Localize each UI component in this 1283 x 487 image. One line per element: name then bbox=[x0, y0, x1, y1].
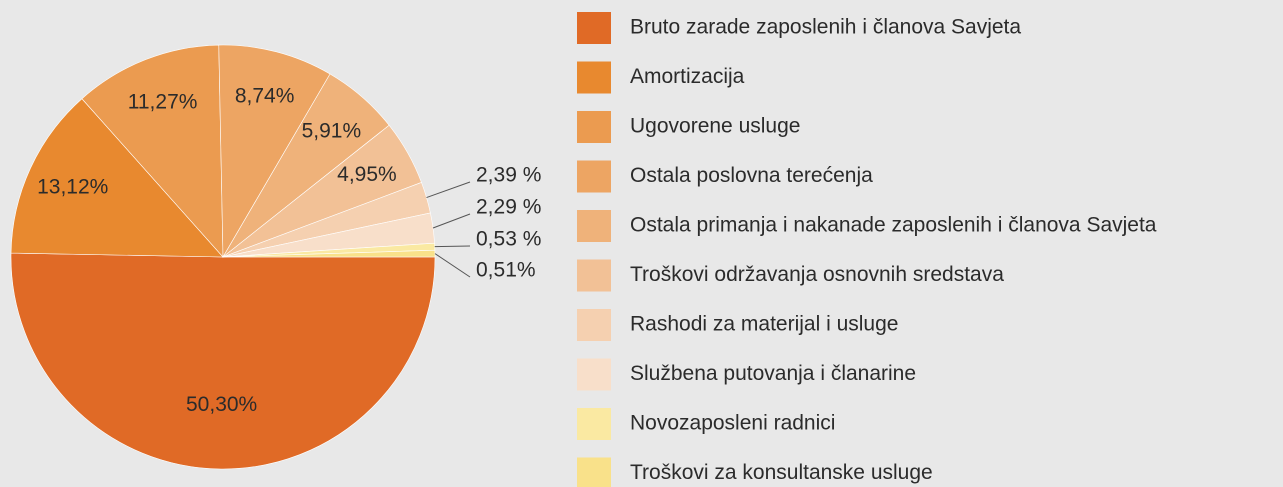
pie-slice bbox=[10, 252, 436, 470]
legend-label: Ostala primanja i nakanade zaposlenih i … bbox=[630, 214, 1157, 237]
pie-slice bbox=[218, 44, 331, 259]
data-label: 2,29 % bbox=[476, 196, 541, 219]
legend-swatch bbox=[577, 358, 611, 391]
data-label: 2,39 % bbox=[476, 164, 541, 187]
leader-line bbox=[434, 253, 471, 278]
legend-label: Rashodi za materijal i usluge bbox=[630, 313, 898, 336]
leader-line bbox=[426, 181, 471, 199]
legend-swatch bbox=[577, 309, 611, 341]
pie-slice bbox=[10, 98, 224, 258]
legend-swatch bbox=[577, 160, 611, 193]
legend-label: Bruto zarade zaposlenih i članova Savjet… bbox=[630, 16, 1021, 39]
legend-label: Troškovi održavanja osnovnih sredstava bbox=[630, 263, 1004, 286]
leader-line bbox=[432, 213, 471, 229]
legend-swatch bbox=[577, 12, 611, 44]
legend-swatch bbox=[577, 259, 611, 292]
legend-label: Amortizacija bbox=[630, 65, 745, 88]
data-label: 0,53 % bbox=[476, 228, 541, 251]
data-label: 13,12% bbox=[37, 176, 108, 199]
data-label: 11,27% bbox=[128, 91, 198, 114]
pie-slice bbox=[81, 44, 224, 258]
legend-swatch bbox=[577, 408, 611, 440]
legend-label: Ostala poslovna terećenja bbox=[630, 164, 873, 187]
legend-swatch bbox=[577, 457, 611, 487]
data-label: 5,91% bbox=[302, 120, 362, 143]
legend-label: Službena putovanja i članarine bbox=[630, 362, 916, 385]
data-label: 50,30% bbox=[186, 393, 257, 416]
data-label: 8,74% bbox=[235, 85, 295, 108]
legend-label: Troškovi za konsultanske usluge bbox=[630, 461, 933, 484]
legend-swatch bbox=[577, 210, 611, 242]
legend-label: Ugovorene usluge bbox=[630, 115, 800, 138]
legend-label: Novozaposleni radnici bbox=[630, 412, 835, 435]
legend-swatch bbox=[577, 61, 611, 94]
pie-slice bbox=[222, 249, 436, 258]
data-label: 0,51% bbox=[476, 259, 536, 282]
legend-swatch bbox=[577, 111, 611, 143]
data-label: 4,95% bbox=[337, 163, 397, 186]
leader-line bbox=[434, 245, 471, 248]
